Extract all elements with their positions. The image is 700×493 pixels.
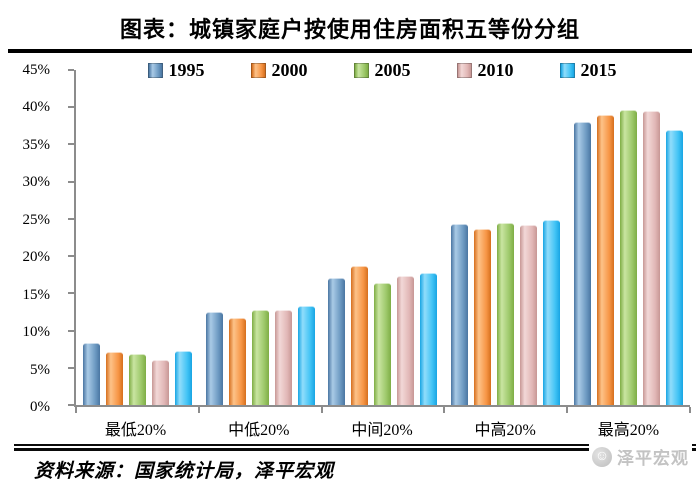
bar-2010-中间20% <box>397 276 415 405</box>
y-tick-label: 30% <box>22 174 51 191</box>
bottom-divider-thick <box>14 448 696 451</box>
x-axis-labels: 最低20% 中低20% 中间20% 中高20% 最高20% <box>74 416 690 440</box>
x-tick-mark <box>566 407 569 413</box>
title-divider <box>8 49 692 53</box>
bar-2010-中低20% <box>274 309 292 405</box>
x-axis-label: 中高20% <box>474 422 536 439</box>
legend-swatch-icon <box>250 62 266 78</box>
legend-label: 2005 <box>374 59 411 80</box>
y-tick-mark <box>68 143 74 146</box>
bar-2015-中间20% <box>420 272 438 405</box>
bottom-divider-thin <box>14 444 696 446</box>
legend-item-1995: 1995 <box>147 59 205 81</box>
watermark-label: 泽平宏观 <box>617 449 689 468</box>
bar-1995-最低20% <box>82 343 100 405</box>
legend-swatch-icon <box>559 62 575 78</box>
legend-label: 1995 <box>168 59 205 80</box>
y-tick-label: 10% <box>22 324 51 341</box>
y-tick-mark <box>68 404 74 406</box>
bar-groups <box>76 70 690 405</box>
x-tick-mark <box>689 407 691 413</box>
bar-2005-最低20% <box>128 354 146 405</box>
bar-2010-最高20% <box>643 110 661 405</box>
legend-item-2010: 2010 <box>456 59 514 81</box>
y-tick-mark <box>68 292 74 295</box>
x-axis-label: 最高20% <box>597 422 660 439</box>
y-tick-label: 40% <box>22 99 51 116</box>
legend-swatch-icon <box>353 62 369 78</box>
legend-label: 2010 <box>477 59 514 80</box>
y-tick-mark <box>68 69 74 71</box>
chart-title: 图表：城镇家庭户按使用住房面积五等份分组 <box>119 17 580 42</box>
bar-2000-中低20% <box>228 317 246 405</box>
bar-2000-中间20% <box>351 265 369 405</box>
bar-1995-中高20% <box>451 224 469 405</box>
x-axis-label: 最低20% <box>104 422 167 439</box>
bar-group-最高20% <box>567 70 690 405</box>
y-axis-labels: 0% 5% 10% 15% 20% 25% 30% 35% 40% 45% <box>0 62 64 415</box>
bar-1995-中间20% <box>328 278 346 405</box>
x-axis-label: 中低20% <box>228 422 290 439</box>
legend-label: 2000 <box>271 59 308 80</box>
bar-group-最低20% <box>76 70 199 405</box>
y-tick-label: 15% <box>22 286 51 303</box>
watermark: ☺ 泽平宏观 <box>589 443 692 470</box>
bar-1995-中低20% <box>205 311 223 405</box>
x-tick-mark <box>75 407 77 413</box>
bar-group-中高20% <box>444 70 567 405</box>
y-tick-mark <box>68 329 74 332</box>
smiley-face-icon: ☺ <box>592 446 612 467</box>
y-tick-mark <box>68 366 74 369</box>
y-tick-label: 35% <box>22 136 51 153</box>
y-tick-label: 20% <box>22 249 51 266</box>
bar-2000-最高20% <box>597 114 615 405</box>
y-tick-mark <box>68 217 74 220</box>
legend-item-2000: 2000 <box>250 59 308 81</box>
bar-2000-最低20% <box>105 352 123 405</box>
bar-2015-中高20% <box>543 219 561 405</box>
legend-swatch-icon <box>147 62 163 78</box>
y-tick-label: 45% <box>22 62 51 78</box>
legend: 1995 2000 2005 2010 2015 <box>74 59 690 81</box>
y-tick-mark <box>68 255 74 258</box>
plot-area <box>68 69 691 413</box>
bar-2005-中间20% <box>374 282 392 405</box>
y-tick-mark <box>68 106 74 109</box>
legend-label: 2015 <box>580 59 617 80</box>
bar-2015-最低20% <box>174 351 192 405</box>
bar-2015-最高20% <box>666 130 684 405</box>
y-tick-label: 0% <box>30 399 50 415</box>
bar-group-中低20% <box>199 70 322 405</box>
legend-swatch-icon <box>456 62 472 78</box>
y-tick-label: 25% <box>22 211 51 228</box>
y-tick-mark <box>68 180 74 183</box>
bar-2010-最低20% <box>151 359 169 405</box>
legend-item-2005: 2005 <box>353 59 411 81</box>
bar-1995-最高20% <box>574 122 592 405</box>
x-axis-label: 中间20% <box>351 422 413 439</box>
x-tick-mark <box>197 407 200 413</box>
legend-item-2015: 2015 <box>559 59 617 81</box>
bar-2005-最高20% <box>620 110 638 405</box>
x-tick-mark <box>443 407 446 413</box>
y-tick-label: 5% <box>30 361 50 378</box>
bar-2005-中高20% <box>497 222 515 405</box>
source-note: 资料来源：国家统计局，泽平宏观 <box>34 461 335 482</box>
bar-2000-中高20% <box>474 229 492 405</box>
bar-2010-中高20% <box>520 224 538 405</box>
x-tick-mark <box>320 407 323 413</box>
bar-group-中间20% <box>322 70 445 405</box>
bar-2015-中低20% <box>297 306 315 405</box>
bar-2005-中低20% <box>251 309 269 405</box>
